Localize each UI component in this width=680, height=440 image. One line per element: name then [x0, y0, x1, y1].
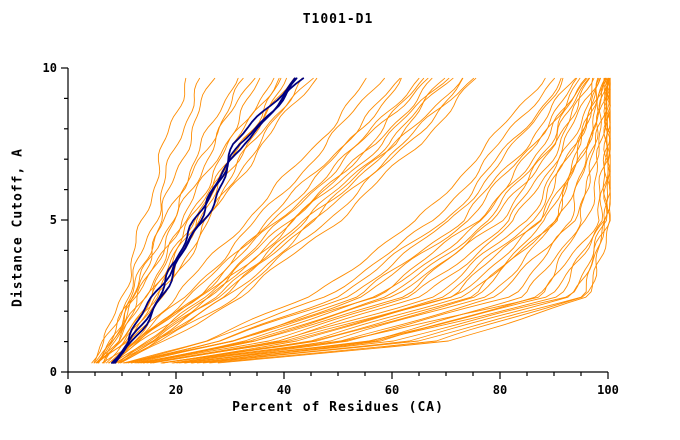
x-tick-label: 80 — [493, 383, 507, 397]
y-tick-label: 5 — [50, 213, 57, 227]
y-tick-label: 10 — [43, 61, 57, 75]
chart-title: T1001-D1 — [302, 12, 374, 27]
x-tick-label: 0 — [64, 383, 71, 397]
x-axis-label: Percent of Residues (CA) — [232, 400, 444, 415]
y-tick-label: 0 — [50, 365, 57, 379]
x-tick-label: 100 — [597, 383, 619, 397]
x-tick-label: 20 — [169, 383, 183, 397]
x-tick-label: 40 — [277, 383, 291, 397]
x-tick-label: 60 — [385, 383, 399, 397]
